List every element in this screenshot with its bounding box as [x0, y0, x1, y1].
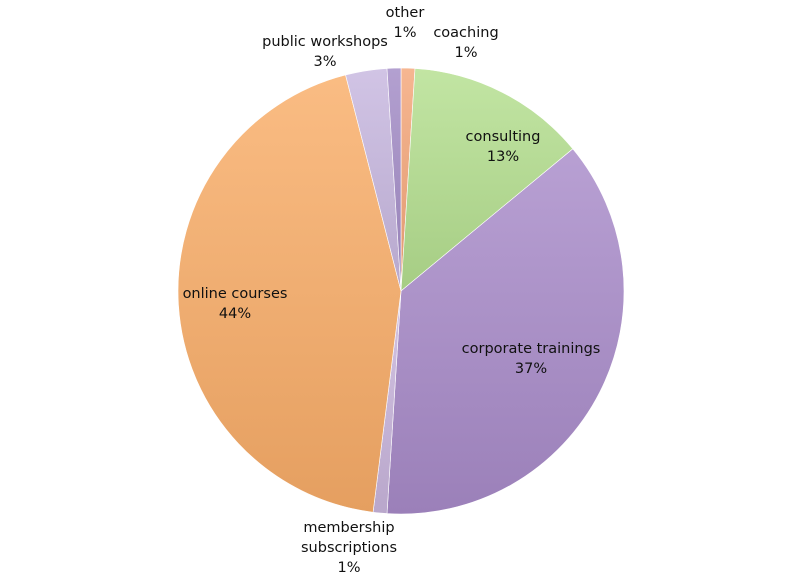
pie-slice-corporate-trainings [386, 148, 625, 515]
pie-slices [177, 67, 625, 515]
slice-name-coaching: coaching [433, 25, 498, 41]
slice-name-membership-subscriptions: subscriptions [301, 540, 397, 556]
slice-label-consulting: consulting 13% [466, 129, 541, 165]
slice-value-membership-subscriptions: 1% [337, 560, 360, 576]
pie-slice-other [386, 67, 402, 292]
slice-name-corporate-trainings: corporate trainings [462, 341, 601, 357]
pie-labels: coaching 1% consulting 13% corporate trainin… [183, 5, 601, 576]
slice-label-other: other 1% [386, 5, 425, 41]
pie-slice-consulting [400, 68, 574, 292]
slice-label-membership-subscriptions: membership subscriptions 1% [301, 520, 397, 576]
pie-slice-online-courses [177, 74, 402, 513]
slice-name-membership-subscriptions: membership [303, 520, 394, 536]
slice-value-coaching: 1% [454, 45, 477, 61]
slice-value-public-workshops: 3% [313, 54, 336, 70]
slice-name-other: other [386, 5, 425, 21]
slice-name-online-courses: online courses [183, 286, 288, 302]
slice-value-online-courses: 44% [219, 306, 251, 322]
slice-value-corporate-trainings: 37% [515, 361, 547, 377]
slice-value-other: 1% [393, 25, 416, 41]
slice-name-public-workshops: public workshops [262, 34, 388, 50]
slice-label-online-courses: online courses 44% [183, 286, 288, 322]
slice-label-public-workshops: public workshops 3% [262, 34, 388, 70]
slice-label-corporate-trainings: corporate trainings 37% [462, 341, 601, 377]
slice-value-consulting: 13% [487, 149, 519, 165]
slice-name-consulting: consulting [466, 129, 541, 145]
slice-label-coaching: coaching 1% [433, 25, 498, 61]
